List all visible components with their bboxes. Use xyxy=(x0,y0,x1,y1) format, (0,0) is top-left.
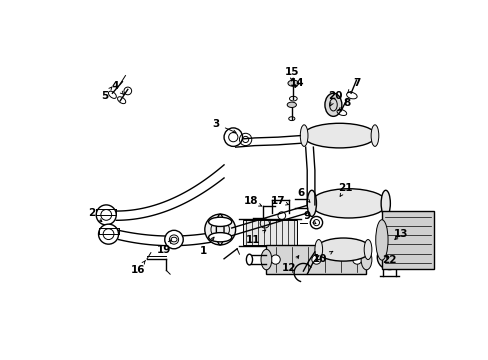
Text: 9: 9 xyxy=(303,211,315,224)
Ellipse shape xyxy=(314,239,322,260)
Circle shape xyxy=(352,255,361,264)
Circle shape xyxy=(377,245,401,270)
Text: 13: 13 xyxy=(393,229,407,239)
Ellipse shape xyxy=(370,125,378,147)
Ellipse shape xyxy=(360,249,371,270)
Text: 7: 7 xyxy=(347,78,360,93)
Ellipse shape xyxy=(287,80,298,86)
Circle shape xyxy=(270,255,280,264)
Circle shape xyxy=(224,128,242,147)
Text: 10: 10 xyxy=(312,251,332,264)
Ellipse shape xyxy=(208,233,231,242)
Ellipse shape xyxy=(310,189,386,218)
Text: 14: 14 xyxy=(289,78,304,88)
Text: 3: 3 xyxy=(212,119,236,133)
Ellipse shape xyxy=(315,238,370,261)
Text: 4: 4 xyxy=(111,81,123,94)
Ellipse shape xyxy=(306,190,316,216)
Circle shape xyxy=(335,197,350,213)
Text: 19: 19 xyxy=(157,239,171,255)
Ellipse shape xyxy=(375,220,387,260)
Circle shape xyxy=(99,224,118,244)
Circle shape xyxy=(311,255,321,264)
Text: 18: 18 xyxy=(243,196,261,206)
Ellipse shape xyxy=(208,217,231,226)
Text: 12: 12 xyxy=(282,256,298,273)
Ellipse shape xyxy=(364,239,371,260)
Text: 1: 1 xyxy=(199,237,214,256)
Text: 5: 5 xyxy=(101,87,112,100)
Circle shape xyxy=(164,230,183,249)
Text: 16: 16 xyxy=(130,260,145,275)
Circle shape xyxy=(96,205,116,225)
Text: 8: 8 xyxy=(338,98,350,111)
Ellipse shape xyxy=(286,102,296,108)
Ellipse shape xyxy=(261,249,271,270)
Text: 15: 15 xyxy=(284,67,299,81)
Text: 2: 2 xyxy=(88,208,102,222)
Ellipse shape xyxy=(300,125,307,147)
Text: 11: 11 xyxy=(245,230,265,244)
Circle shape xyxy=(310,216,322,229)
Ellipse shape xyxy=(380,190,389,216)
Bar xyxy=(243,220,297,245)
Bar xyxy=(266,245,366,274)
Text: 22: 22 xyxy=(382,255,396,265)
Ellipse shape xyxy=(303,123,375,148)
Circle shape xyxy=(204,214,235,245)
Ellipse shape xyxy=(324,93,341,116)
Bar xyxy=(381,211,433,269)
Ellipse shape xyxy=(246,254,252,265)
Text: 20: 20 xyxy=(328,91,342,106)
Text: 6: 6 xyxy=(297,188,309,202)
Text: 17: 17 xyxy=(270,196,288,206)
Text: 21: 21 xyxy=(338,183,352,196)
